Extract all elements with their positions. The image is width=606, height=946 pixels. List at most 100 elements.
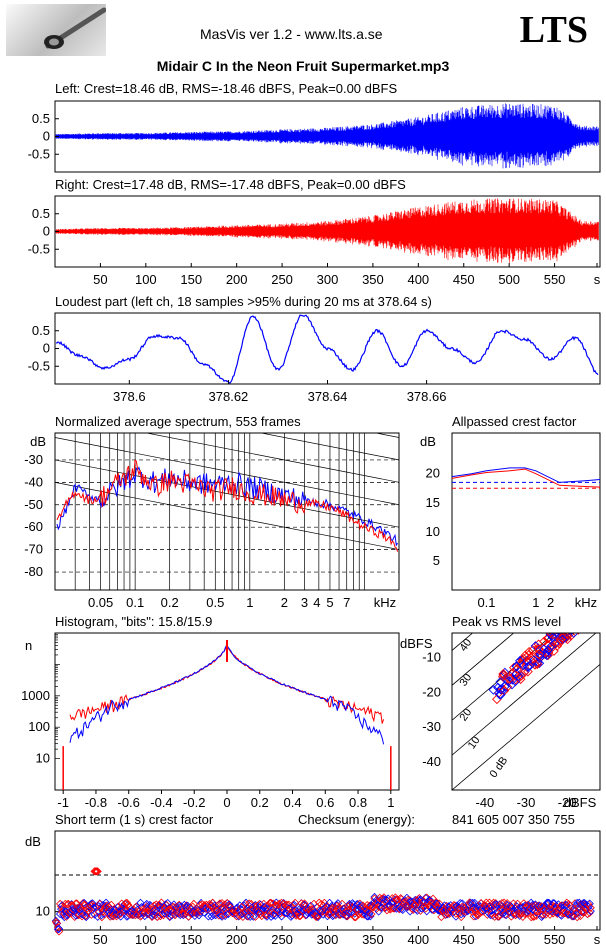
spectrum-ytick: -50 <box>24 497 43 512</box>
peak-rms-point <box>588 612 596 620</box>
left-channel-title: Left: Crest=18.46 dB, RMS=-18.46 dBFS, P… <box>55 81 398 96</box>
crest-short-xtick: 200 <box>226 932 248 946</box>
crest-short-point-left <box>221 911 230 921</box>
crest-short-point-right <box>107 900 116 909</box>
loudest-xtick: 378.64 <box>308 389 348 404</box>
crest-short-point-right <box>122 898 132 907</box>
peak-rms-ytick: -40 <box>422 754 441 769</box>
allpassed-ytick: 10 <box>426 524 440 539</box>
peak-rms-point <box>572 621 580 629</box>
peak-rms-point <box>543 633 554 644</box>
peak-rms-point <box>543 650 553 661</box>
peak-rms-frame <box>451 632 601 791</box>
peak-rms-xtick: -40 <box>475 795 494 810</box>
peak-rms-point <box>572 619 580 627</box>
spectrum-series-left <box>56 466 399 547</box>
peak-rms-point <box>571 612 579 620</box>
crest-short-point-right <box>92 867 101 876</box>
spectrum-xtick: 0.1 <box>126 595 144 610</box>
peak-rms-point <box>584 615 592 623</box>
crest-short-point-right <box>214 911 223 920</box>
file-title: Midair C In the Neon Fruit Supermarket.m… <box>156 58 450 74</box>
peak-rms-point <box>566 623 574 631</box>
peak-rms-point <box>593 609 601 617</box>
crest-short-point-left <box>249 912 258 921</box>
peak-rms-point <box>574 611 582 619</box>
crest-short-point-right <box>118 906 127 916</box>
loudest-ytick: -0.5 <box>28 358 50 373</box>
histogram-xtick: 0.8 <box>349 795 367 810</box>
right-channel-ytick: 0.5 <box>32 206 50 221</box>
spectrum-xtick: 0.5 <box>206 595 224 610</box>
peak-rms-point <box>566 618 574 626</box>
peak-rms-point <box>523 650 534 660</box>
peak-rms-point <box>570 623 578 631</box>
crest-short-point-right <box>97 913 106 922</box>
peak-rms-point <box>511 669 522 679</box>
crest-short-point-right <box>367 910 376 919</box>
crest-short-title: Short term (1 s) crest factor <box>55 812 214 827</box>
peak-rms-point <box>597 586 605 594</box>
histogram-xtick: 0 <box>223 795 230 810</box>
crest-short-point-left <box>261 905 270 914</box>
crest-short-xtick: 450 <box>453 932 475 946</box>
waveform-xtick: 500 <box>498 272 520 287</box>
waveform-xtick: 150 <box>180 272 202 287</box>
waveform-xtick: s <box>594 272 601 287</box>
peak-rms-point <box>503 676 514 686</box>
crest-short-xtick: 500 <box>498 932 520 946</box>
crest-short-point-right <box>369 903 378 912</box>
spectrum-ytick: -40 <box>24 474 43 489</box>
loudest-part-title: Loudest part (left ch, 18 samples >95% d… <box>55 294 432 309</box>
peak-rms-point <box>560 622 568 630</box>
crest-short-xtick: 150 <box>180 932 202 946</box>
peak-rms-xlabel: dBFS <box>564 795 597 810</box>
loudest-series <box>55 314 599 384</box>
peak-rms-point <box>590 609 598 617</box>
crest-short-point-left <box>364 912 373 921</box>
peak-rms-xtick: -30 <box>517 795 536 810</box>
waveform-xtick: 400 <box>407 272 429 287</box>
peak-rms-point <box>570 620 578 628</box>
crest-short-point-left <box>183 901 192 910</box>
histogram-xtick: 1 <box>387 795 394 810</box>
crest-short-point-left <box>370 892 379 902</box>
crest-short-point-right <box>105 902 114 912</box>
crest-short-point-right <box>503 899 512 908</box>
histogram-xtick: 0.4 <box>283 795 301 810</box>
peak-rms-ytick: -20 <box>422 684 441 699</box>
peak-rms-point <box>571 623 579 631</box>
histogram-xtick: -0.4 <box>150 795 172 810</box>
spectrum-series-right <box>56 459 399 552</box>
peak-rms-point <box>530 641 541 651</box>
peak-rms-point <box>554 638 564 649</box>
crest-short-point-left <box>325 898 334 907</box>
crest-short-xtick: 300 <box>317 932 339 946</box>
crest-short-point-right <box>54 927 64 936</box>
spectrum-ylabel: dB <box>30 434 46 449</box>
peak-rms-point <box>573 609 581 617</box>
peak-rms-point <box>600 584 606 592</box>
crest-short-xtick: 100 <box>135 932 157 946</box>
allpassed-xtick: 0.1 <box>477 595 495 610</box>
peak-rms-point <box>565 618 573 626</box>
peak-rms-point <box>561 633 572 643</box>
peak-rms-point <box>564 624 572 632</box>
crest-short-point-right <box>586 903 595 912</box>
crest-short-point-left <box>538 911 547 920</box>
allpassed-series-left <box>451 467 601 483</box>
crest-short-point-left <box>142 899 151 909</box>
peak-rms-point <box>559 619 567 627</box>
peak-rms-point <box>578 623 586 631</box>
crest-short-xtick: s <box>594 932 601 946</box>
right-channel-ytick: -0.5 <box>28 241 50 256</box>
peak-rms-point <box>580 614 588 622</box>
peak-rms-point <box>566 617 574 625</box>
histogram-xtick: -0.6 <box>118 795 140 810</box>
loudest-trace <box>55 314 599 384</box>
histogram-ytick: 10 <box>36 751 50 766</box>
crest-short-point-right <box>296 911 305 921</box>
crest-short-point-right <box>530 912 539 921</box>
checksum-label: Checksum (energy): <box>298 812 416 827</box>
right-channel-series <box>55 198 599 263</box>
